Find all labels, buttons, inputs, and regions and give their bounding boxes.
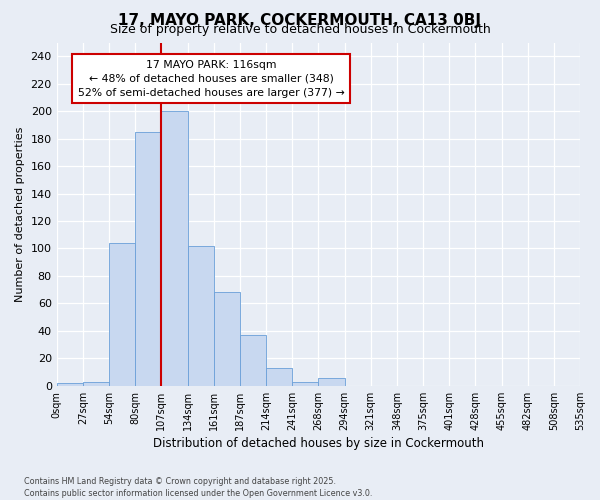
Text: Size of property relative to detached houses in Cockermouth: Size of property relative to detached ho… xyxy=(110,22,490,36)
X-axis label: Distribution of detached houses by size in Cockermouth: Distribution of detached houses by size … xyxy=(153,437,484,450)
Bar xyxy=(240,335,266,386)
Text: Contains HM Land Registry data © Crown copyright and database right 2025.
Contai: Contains HM Land Registry data © Crown c… xyxy=(24,476,373,498)
Y-axis label: Number of detached properties: Number of detached properties xyxy=(15,126,25,302)
Bar xyxy=(56,383,83,386)
Bar xyxy=(292,382,319,386)
Bar xyxy=(187,246,214,386)
Bar xyxy=(83,382,109,386)
Bar xyxy=(214,292,240,386)
Text: 17, MAYO PARK, COCKERMOUTH, CA13 0BJ: 17, MAYO PARK, COCKERMOUTH, CA13 0BJ xyxy=(119,12,482,28)
Bar xyxy=(266,368,292,386)
Bar xyxy=(109,243,135,386)
Bar xyxy=(135,132,161,386)
Bar xyxy=(161,111,187,386)
Text: 17 MAYO PARK: 116sqm
← 48% of detached houses are smaller (348)
52% of semi-deta: 17 MAYO PARK: 116sqm ← 48% of detached h… xyxy=(77,60,344,98)
Bar xyxy=(319,378,344,386)
